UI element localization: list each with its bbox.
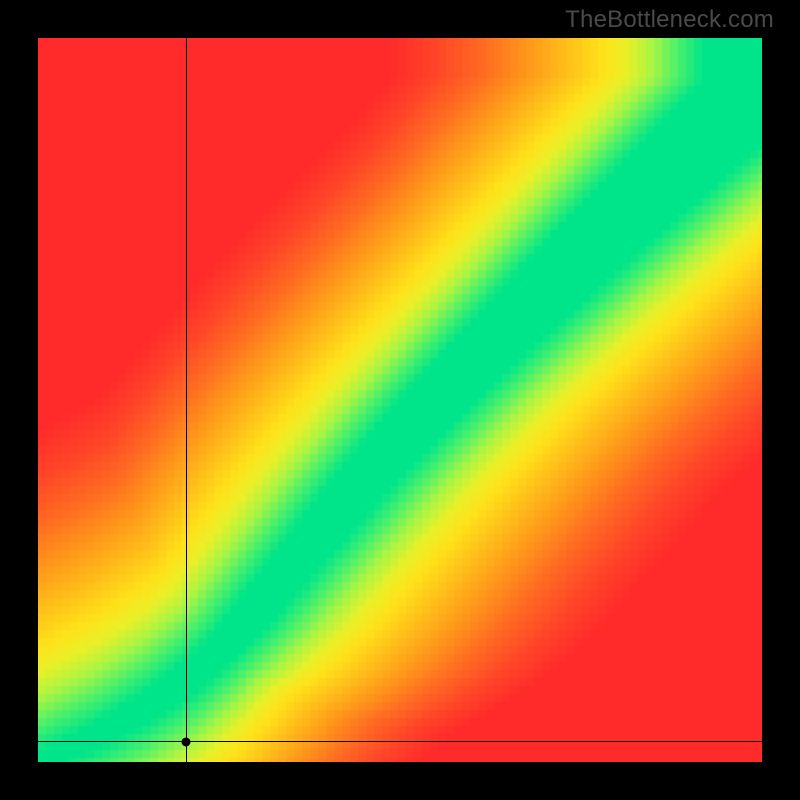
crosshair-marker <box>182 737 191 746</box>
heatmap-canvas <box>38 38 762 762</box>
crosshair-horizontal <box>38 741 762 742</box>
watermark-text: TheBottleneck.com <box>565 6 774 34</box>
heatmap-plot <box>38 38 762 762</box>
chart-frame: TheBottleneck.com <box>0 0 800 800</box>
crosshair-vertical <box>186 38 187 762</box>
